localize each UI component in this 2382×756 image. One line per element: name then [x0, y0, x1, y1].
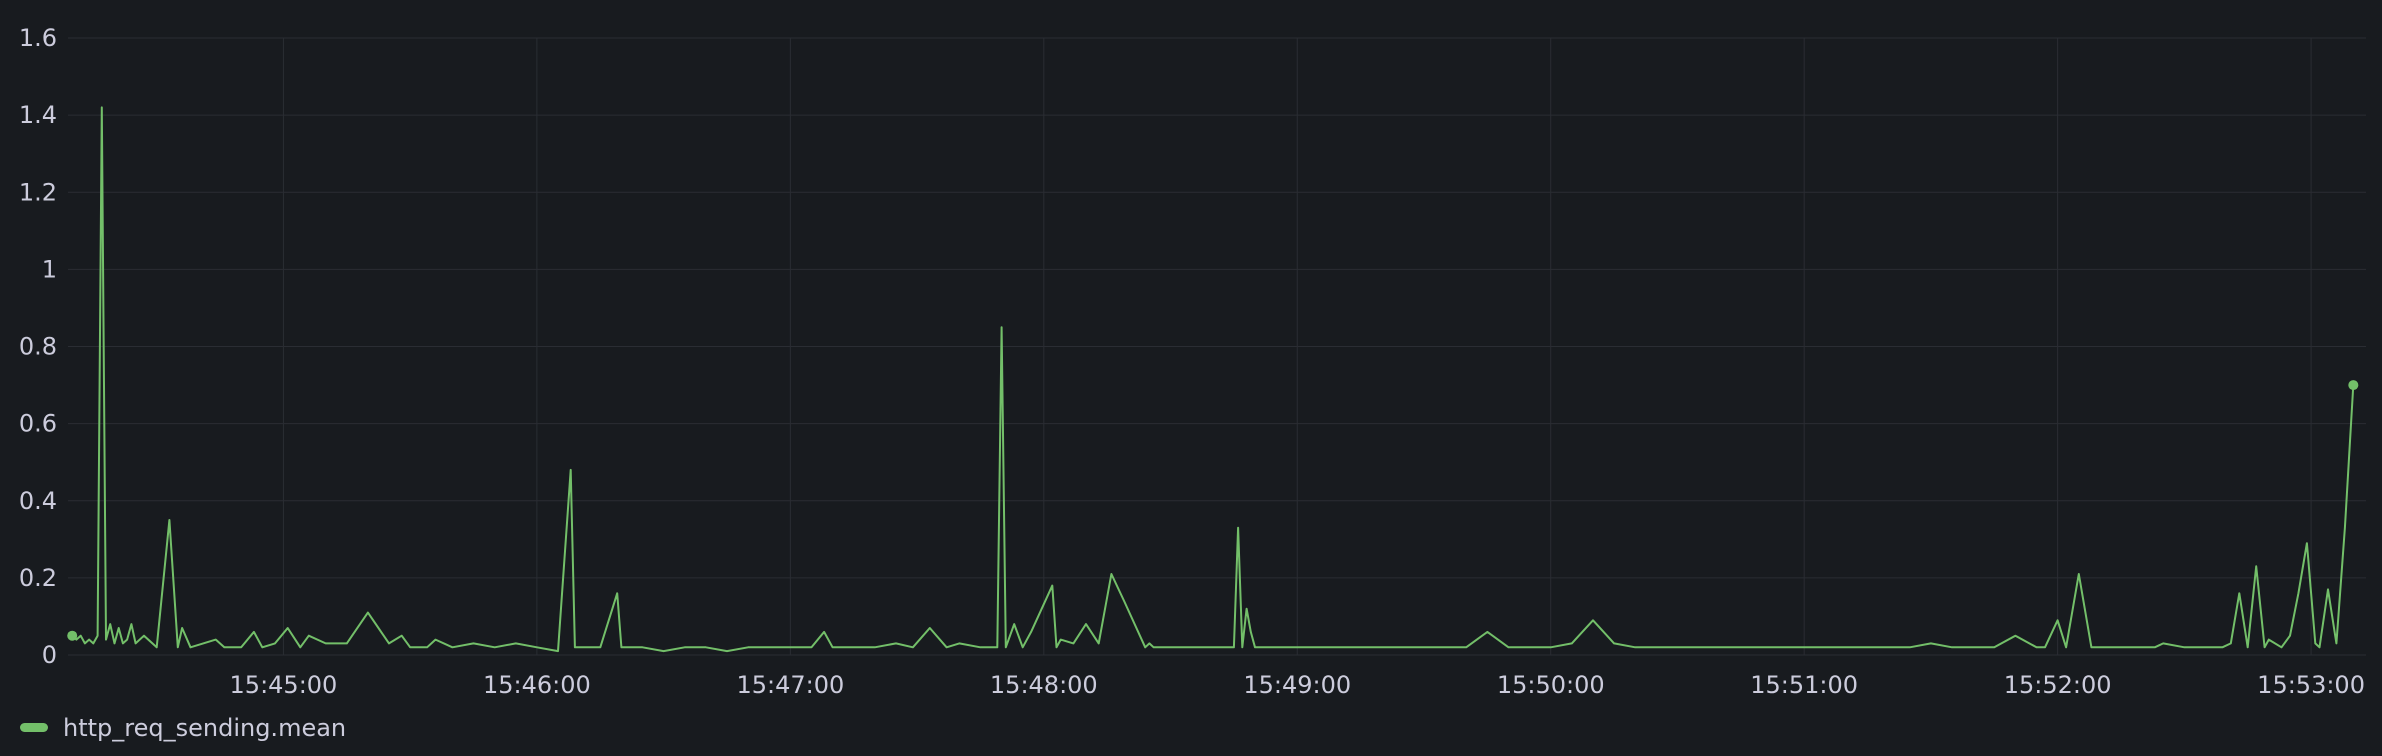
y-tick-label: 1.2 [19, 178, 57, 206]
y-tick-label: 0 [42, 641, 57, 669]
x-tick-label: 15:45:00 [230, 671, 338, 699]
x-tick-label: 15:50:00 [1497, 671, 1605, 699]
legend-swatch [20, 723, 48, 732]
y-axis-ticks: 0 0.2 0.4 0.6 0.8 1 1.2 1.4 1.6 [19, 24, 57, 669]
x-tick-label: 15:47:00 [736, 671, 844, 699]
x-tick-label: 15:48:00 [990, 671, 1098, 699]
x-axis-ticks: 15:45:00 15:46:00 15:47:00 15:48:00 15:49:00… [230, 671, 2365, 699]
y-tick-label: 0.8 [19, 333, 57, 361]
y-tick-label: 0.2 [19, 564, 57, 592]
x-tick-label: 15:53:00 [2257, 671, 2365, 699]
y-tick-label: 1.6 [19, 24, 57, 52]
series-end-point [2348, 380, 2359, 391]
y-tick-label: 1 [42, 255, 57, 283]
series-layer [67, 106, 2359, 653]
grid-lines [68, 37, 2366, 656]
x-tick-label: 15:51:00 [1750, 671, 1858, 699]
legend-label-http-req-sending-mean: http_req_sending.mean [63, 714, 346, 742]
x-tick-label: 15:49:00 [1243, 671, 1351, 699]
x-tick-label: 15:46:00 [483, 671, 591, 699]
legend[interactable]: http_req_sending.mean [20, 714, 346, 742]
y-tick-label: 0.4 [19, 487, 57, 515]
series-line-http-req-sending-mean [71, 106, 2355, 653]
y-tick-label: 0.6 [19, 410, 57, 438]
x-tick-label: 15:52:00 [2004, 671, 2112, 699]
y-tick-label: 1.4 [19, 101, 57, 129]
series-start-point [67, 630, 78, 641]
